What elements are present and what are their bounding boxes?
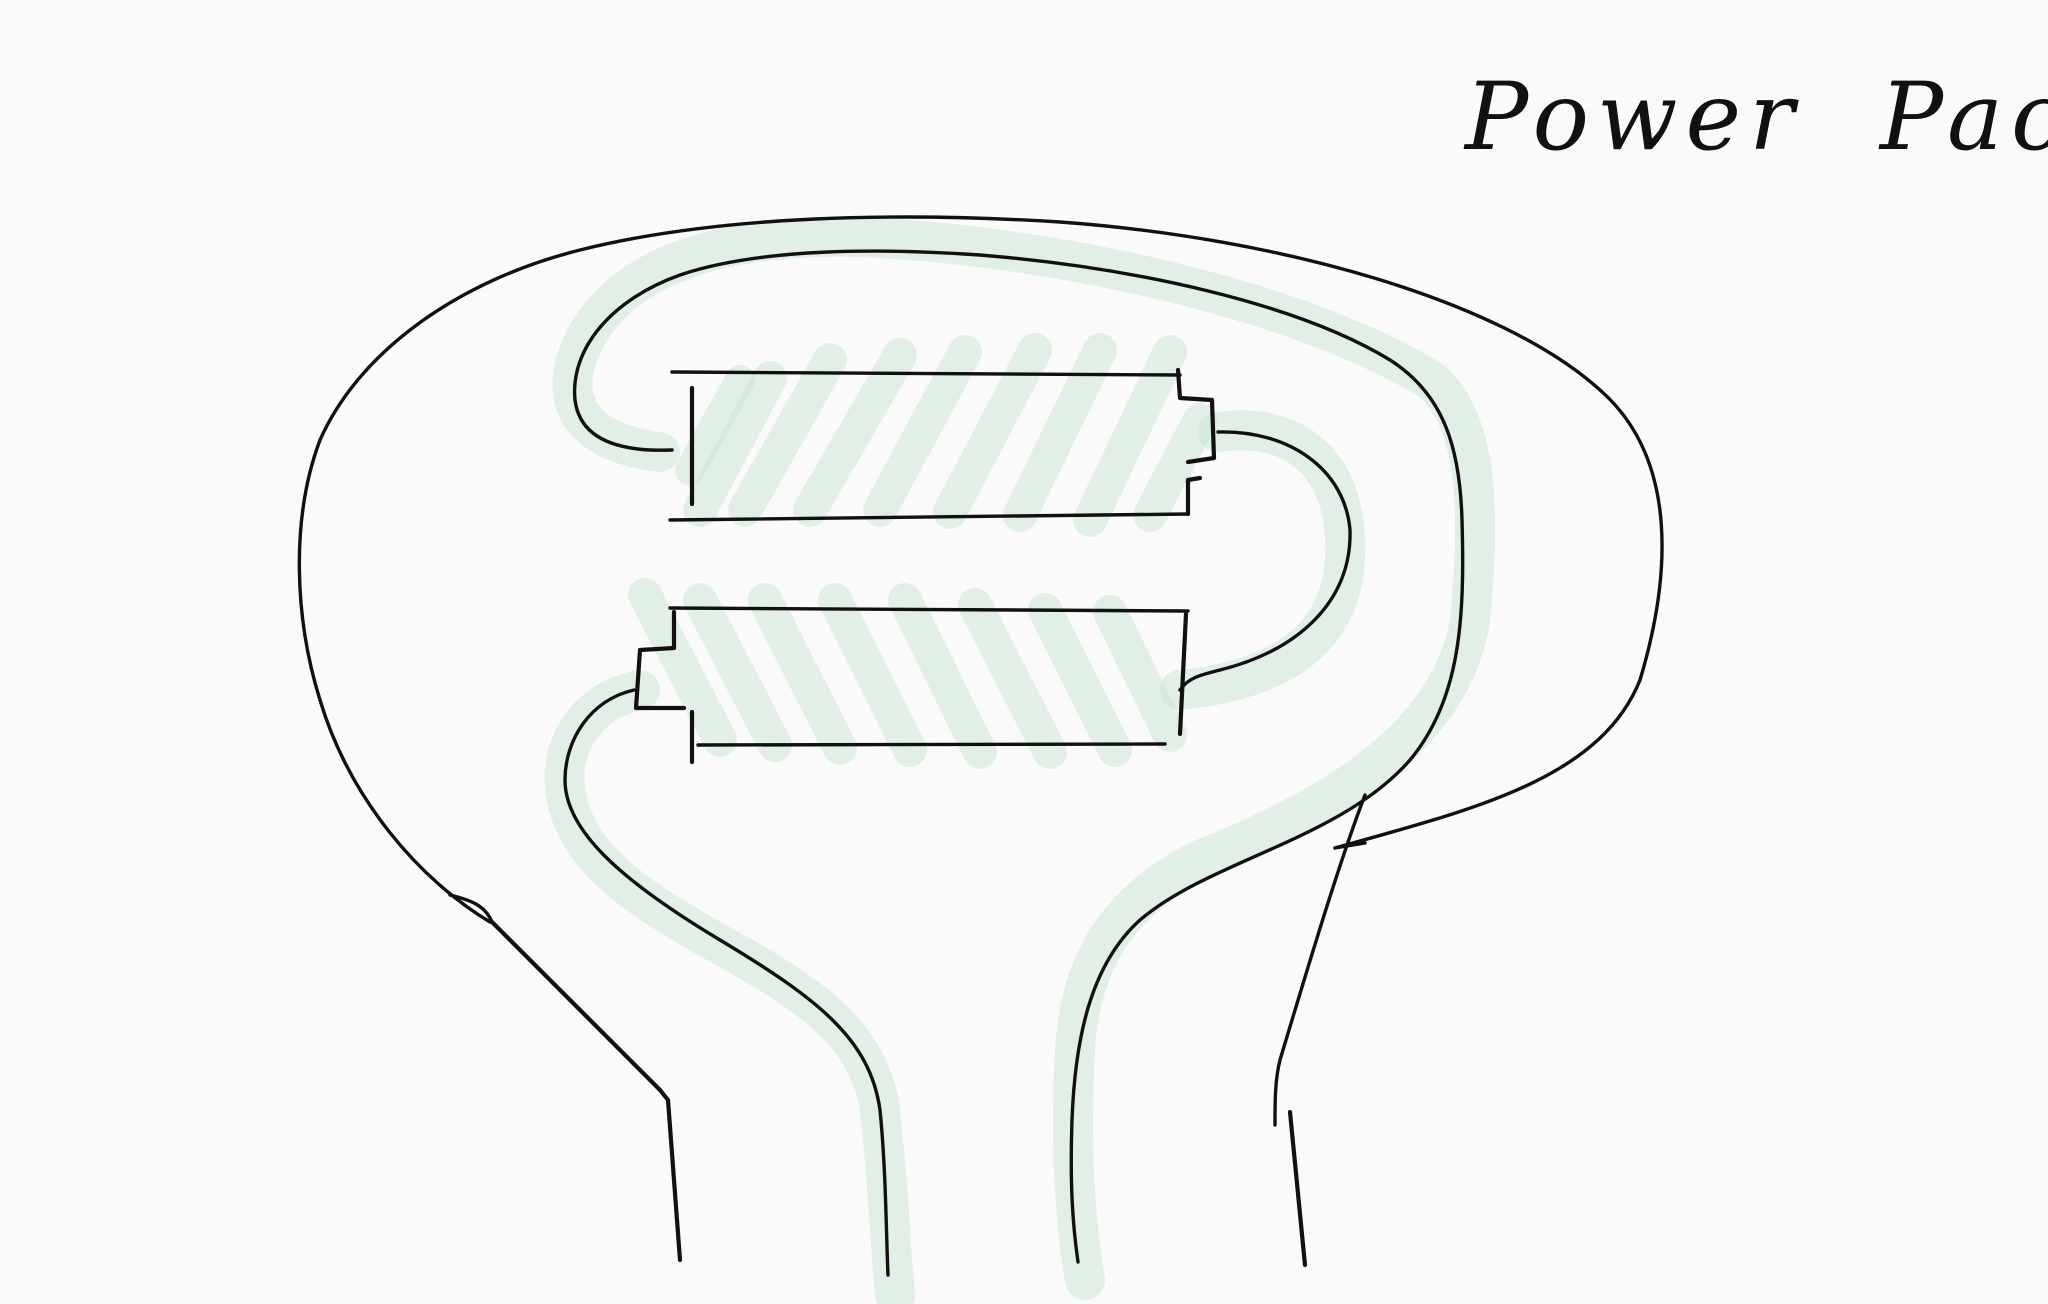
battery-bottom-right-cap: [1177, 611, 1189, 737]
right-leg: [1287, 1109, 1308, 1268]
enclosure-left-neck: [489, 919, 663, 1093]
wire-link: [1178, 430, 1352, 692]
battery-top-bottom-edge: [668, 512, 1190, 522]
battery-top-terminal: [1175, 367, 1217, 465]
battery-bottom-top-edge: [668, 606, 1190, 613]
enclosure-left-tip: [657, 1087, 671, 1103]
battery-bottom: [633, 606, 1190, 765]
battery-top-right-tick: [1185, 475, 1203, 483]
ink-layer: [297, 215, 1664, 1277]
enclosure-right-tick: [1333, 841, 1367, 850]
left-leg: [665, 1097, 683, 1263]
wire-highlight-inner: [544, 670, 915, 1304]
battery-top: [668, 367, 1217, 522]
enclosure-left-shoulder: [448, 893, 494, 924]
battery-bottom-terminal: [633, 609, 687, 711]
highlight-layer: [544, 216, 1496, 1304]
link-highlight: [1160, 410, 1366, 710]
battery-top-top-edge: [670, 370, 1182, 377]
battery-bottom-bottom-edge: [696, 742, 1167, 747]
battery-top-hatch: [675, 333, 1217, 537]
enclosure-outline: [297, 215, 1664, 924]
wire-highlight-outer: [552, 216, 1496, 1300]
sketch-title: Power Pack: [1465, 63, 2048, 172]
wire-outer: [572, 249, 1465, 1264]
wire-inner: [563, 688, 890, 1277]
battery-bottom-hatch: [628, 578, 1187, 769]
